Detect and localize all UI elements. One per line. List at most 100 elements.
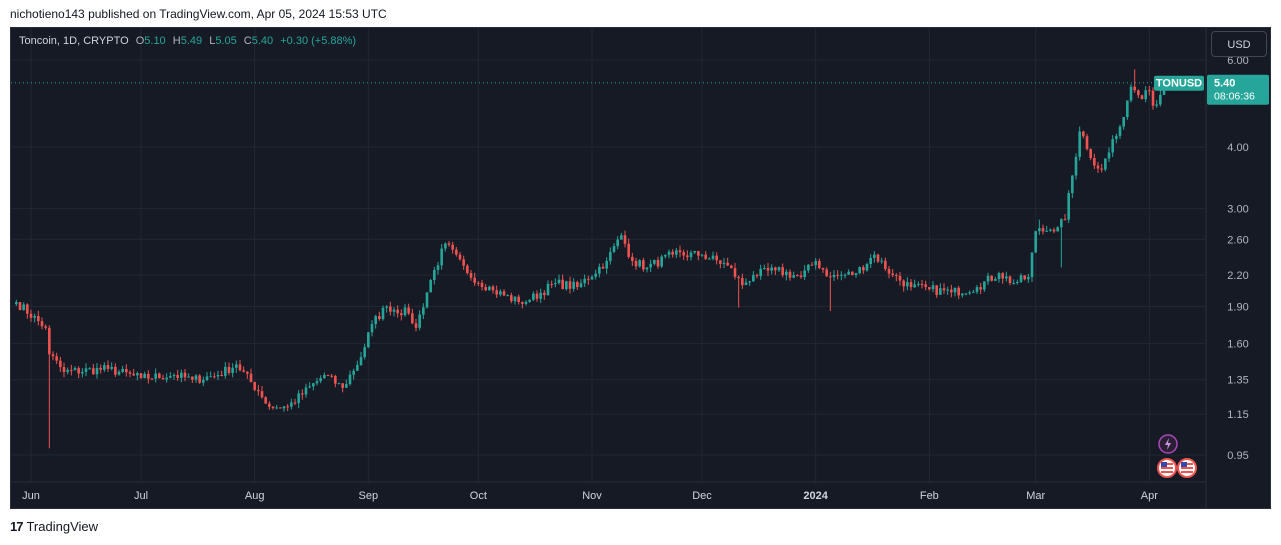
candle-body <box>202 379 205 383</box>
candle-body <box>246 371 249 374</box>
candle-body <box>359 357 363 365</box>
candle-body <box>667 251 671 255</box>
candle-body <box>543 292 546 296</box>
candle-body <box>1085 136 1089 150</box>
candle-body <box>623 235 627 244</box>
candle-body <box>528 299 531 302</box>
candle-body <box>935 285 938 295</box>
candle-body <box>425 292 429 308</box>
candle-body <box>341 383 344 388</box>
candle-body <box>759 268 762 277</box>
candle-body <box>535 293 539 299</box>
candle-body <box>590 276 594 280</box>
candle-body <box>308 386 311 388</box>
y-tick-label: 1.60 <box>1227 338 1248 350</box>
candle-body <box>231 367 234 373</box>
candle-body <box>136 373 139 376</box>
candle-body <box>645 267 649 270</box>
candle-body <box>414 323 418 328</box>
grid-layer: 6.00 4.00 3.00 2.60 2.20 1.90 1.60 1.35 1.15 0.95… <box>11 28 1249 508</box>
candle-body <box>194 375 198 380</box>
candle-body <box>77 368 80 374</box>
x-tick-label: 2024 <box>803 490 828 502</box>
candle-body <box>682 252 685 256</box>
candle-body <box>884 260 887 269</box>
y-tick-label: 2.20 <box>1227 270 1248 282</box>
publisher-line: nichotieno143 published on TradingView.c… <box>10 7 387 21</box>
candle-body <box>792 275 795 278</box>
candle-body <box>117 371 121 375</box>
candle-body <box>1082 131 1085 137</box>
symbol-title: Toncoin, 1D, CRYPTO <box>19 35 129 47</box>
candle-body <box>876 254 880 262</box>
candle-body <box>81 371 84 374</box>
candle-body <box>631 256 634 261</box>
candle-body <box>532 293 535 300</box>
candle-body <box>1159 94 1162 105</box>
candle-body <box>579 283 583 288</box>
candle-body <box>1096 165 1100 169</box>
candle-body <box>337 383 341 385</box>
high-label: H <box>172 35 181 47</box>
candle-body <box>1071 175 1074 194</box>
candle-body <box>906 282 909 287</box>
tradingview-logo-icon[interactable]: 17 <box>10 519 24 534</box>
candle-body <box>689 252 693 258</box>
footer-brand[interactable]: TradingView <box>26 519 99 534</box>
candle-body <box>1140 95 1144 100</box>
candle-body <box>576 281 579 288</box>
candle-body <box>1144 90 1147 100</box>
candle-body <box>840 274 843 276</box>
candle-body <box>330 375 333 377</box>
candle-body <box>396 309 399 314</box>
currency-button[interactable]: USD <box>1211 31 1267 57</box>
candle-body <box>836 274 839 276</box>
candle-body <box>913 284 916 288</box>
candle-body <box>979 287 982 290</box>
candle-body <box>70 369 73 371</box>
candle-body <box>583 278 586 284</box>
candle-body <box>1060 219 1063 228</box>
candle-body <box>488 286 491 291</box>
candle-body <box>363 347 366 358</box>
candle-body <box>73 368 77 371</box>
candle-body <box>22 304 25 311</box>
candle-body <box>66 369 69 372</box>
candle-body <box>1137 90 1140 96</box>
candle-body <box>106 365 110 369</box>
candle-body <box>829 276 832 278</box>
candle-body <box>825 269 828 277</box>
candle-body <box>374 316 377 325</box>
y-tick-label: 0.95 <box>1227 450 1248 462</box>
candle-body <box>546 283 550 296</box>
candle-body <box>818 260 821 269</box>
candle-body <box>1016 281 1019 284</box>
candle-body <box>275 407 278 409</box>
candle-body <box>220 375 223 377</box>
candle-body <box>139 373 143 379</box>
candle-body <box>961 293 964 296</box>
candle-body <box>854 273 858 276</box>
candle-body <box>378 316 381 320</box>
candle-body <box>477 282 480 284</box>
candle-body <box>1030 252 1034 278</box>
candle-body <box>99 367 102 370</box>
candle-body <box>48 327 51 355</box>
candle-body <box>1100 168 1103 170</box>
candle-body <box>1129 86 1133 101</box>
candle-body <box>491 286 495 291</box>
candle-body <box>656 260 660 267</box>
x-tick-label: Jul <box>134 490 148 502</box>
candle-body <box>59 360 62 368</box>
candle-body <box>803 270 806 278</box>
change-value: +0.30 (+5.88%) <box>280 35 357 47</box>
open-value: 5.10 <box>144 35 166 47</box>
candle-body <box>1148 90 1151 92</box>
candle-body <box>103 365 106 370</box>
candle-body <box>88 368 91 370</box>
candle-body <box>1052 229 1056 232</box>
candle-body <box>1118 126 1122 136</box>
candle-body <box>389 306 392 312</box>
